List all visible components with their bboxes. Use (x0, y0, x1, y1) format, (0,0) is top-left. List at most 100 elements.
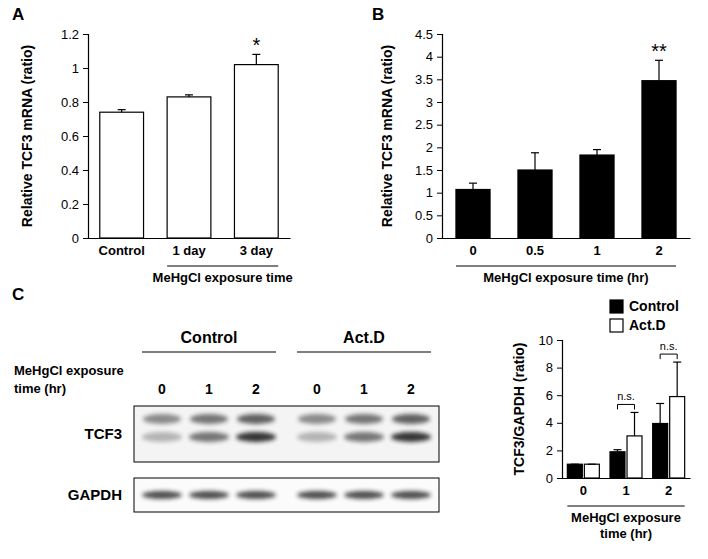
y-tick: 0 (72, 231, 88, 246)
x-tick-label: 3 day (240, 243, 274, 258)
blot-lane-label: 2 (407, 381, 415, 397)
y-tick-label: 1 (72, 61, 79, 76)
error-bar (656, 403, 664, 423)
error-bar (673, 362, 681, 397)
figure: ABC00.20.40.60.811.2Control1 day3 dayRel… (0, 0, 708, 559)
error-bar (593, 150, 601, 155)
y-axis: 00.511.522.533.544.5 (415, 27, 443, 246)
chart: 00.20.40.60.811.2Control1 day3 dayRelati… (19, 27, 293, 285)
blot-frame (134, 406, 439, 462)
y-tick-label: 8 (546, 360, 553, 375)
blot-lane-label: 2 (252, 381, 260, 397)
x-tick-label: 1 day (172, 243, 206, 258)
x-axis-line (563, 478, 691, 479)
y-tick: 1.5 (415, 163, 442, 178)
legend-swatch (610, 300, 623, 313)
blot-band-label: TCF3 (85, 425, 123, 442)
error-bar (613, 450, 621, 452)
blot-band (345, 414, 383, 424)
y-tick-mark (437, 79, 442, 80)
bar (580, 155, 614, 238)
bar (642, 81, 676, 238)
blot-band (142, 432, 182, 442)
y-axis-line (557, 341, 563, 479)
chart: 0246810012TCF3/GAPDH (ratio)MeHgCl expos… (511, 298, 691, 541)
bar (100, 112, 144, 238)
y-tick: 0.2 (61, 197, 88, 212)
y-tick-label: 1 (426, 185, 433, 200)
blot-band (297, 432, 337, 442)
blot-lane-label: 0 (313, 381, 321, 397)
x-tick-label: 0 (580, 483, 587, 498)
y-tick: 0 (426, 231, 442, 246)
error-bar (588, 464, 596, 465)
annotation: n.s. (660, 340, 678, 352)
x-axis-title: MeHgCl exposure time (153, 270, 293, 285)
y-tick-mark (437, 102, 442, 103)
error-bar (571, 464, 579, 465)
y-axis: 00.20.40.60.811.2 (61, 27, 89, 246)
error-bar (531, 153, 539, 170)
x-tick: 3 day (240, 238, 274, 258)
y-tick-label: 6 (546, 388, 553, 403)
y-tick-mark (437, 238, 442, 239)
y-tick: 3.5 (415, 72, 442, 87)
y-tick-label: 3 (426, 95, 433, 110)
x-axis-title: MeHgCl exposuretime (hr) (571, 510, 681, 541)
y-tick: 1.2 (61, 27, 88, 42)
y-tick-mark (437, 193, 442, 194)
blot-band (298, 414, 336, 424)
y-tick-mark (557, 368, 562, 369)
y-axis-line (437, 35, 443, 239)
blot-band (391, 432, 431, 442)
x-tick-label: Control (99, 243, 145, 258)
x-title-bracket (567, 505, 684, 506)
blot-band (236, 432, 276, 442)
y-axis-title: Relative TCF3 mRNA (ratio) (379, 45, 395, 227)
blot-lane-label: 1 (205, 381, 213, 397)
y-tick-mark (557, 478, 562, 479)
y-tick: 0.8 (61, 95, 88, 110)
error-bar (655, 60, 663, 80)
annotation-bracket (617, 404, 634, 409)
x-tick: 1 day (172, 238, 206, 258)
blot-band-label: GAPDH (68, 486, 122, 503)
bar (456, 189, 490, 238)
y-tick-label: 4 (426, 49, 433, 64)
y-tick-mark (557, 450, 562, 451)
blot-band (344, 432, 384, 442)
y-tick: 1 (426, 185, 442, 200)
y-tick: 4 (546, 415, 562, 430)
y-tick-mark (437, 170, 442, 171)
x-tick-label: 2 (655, 243, 662, 258)
y-tick-label: 10 (539, 333, 553, 348)
x-tick: 2 (655, 238, 662, 258)
x-tick: 0.5 (526, 238, 544, 258)
marks (100, 54, 278, 238)
y-tick: 2 (546, 443, 562, 458)
blot-lane-label: 1 (360, 381, 368, 397)
x-axis-line (443, 238, 691, 239)
y-axis-title: Relative TCF3 mRNA (ratio) (19, 45, 35, 227)
bar (518, 170, 552, 238)
bar (584, 464, 599, 478)
blot-group-line (142, 351, 276, 352)
y-tick-mark (437, 215, 442, 216)
panel-label: A (12, 5, 24, 24)
y-tick-label: 0.4 (61, 163, 79, 178)
y-tick-mark (437, 57, 442, 58)
x-tick-label: 1 (622, 483, 629, 498)
x-axis: Control 1 day 3 day (89, 238, 291, 258)
blot-band (391, 491, 431, 499)
blot-row-label: MeHgCl exposuretime (hr) (14, 363, 124, 396)
blot-band (237, 414, 275, 424)
y-tick: 0.5 (415, 208, 442, 223)
y-tick-label: 2.5 (415, 117, 433, 132)
legend-label: Control (629, 298, 679, 314)
blot-lane-label: 0 (158, 381, 166, 397)
error-bar (185, 95, 193, 97)
y-tick-mark (83, 204, 88, 205)
bar (627, 436, 642, 478)
y-tick: 0.4 (61, 163, 88, 178)
x-axis-line (89, 238, 291, 239)
